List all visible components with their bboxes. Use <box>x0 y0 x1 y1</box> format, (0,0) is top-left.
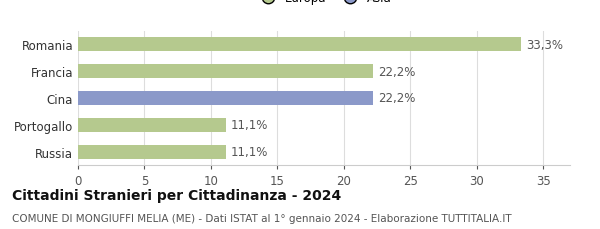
Text: Cittadini Stranieri per Cittadinanza - 2024: Cittadini Stranieri per Cittadinanza - 2… <box>12 188 341 202</box>
Text: 22,2%: 22,2% <box>379 65 416 78</box>
Text: COMUNE DI MONGIUFFI MELIA (ME) - Dati ISTAT al 1° gennaio 2024 - Elaborazione TU: COMUNE DI MONGIUFFI MELIA (ME) - Dati IS… <box>12 213 512 223</box>
Text: 11,1%: 11,1% <box>231 145 268 158</box>
Bar <box>78 38 521 52</box>
Bar <box>78 65 373 79</box>
Text: 11,1%: 11,1% <box>231 119 268 132</box>
Text: 22,2%: 22,2% <box>379 92 416 105</box>
Bar <box>78 92 373 105</box>
Bar <box>78 118 226 132</box>
Text: 33,3%: 33,3% <box>526 38 563 52</box>
Legend: Europa, Asia: Europa, Asia <box>252 0 396 10</box>
Bar <box>78 145 226 159</box>
